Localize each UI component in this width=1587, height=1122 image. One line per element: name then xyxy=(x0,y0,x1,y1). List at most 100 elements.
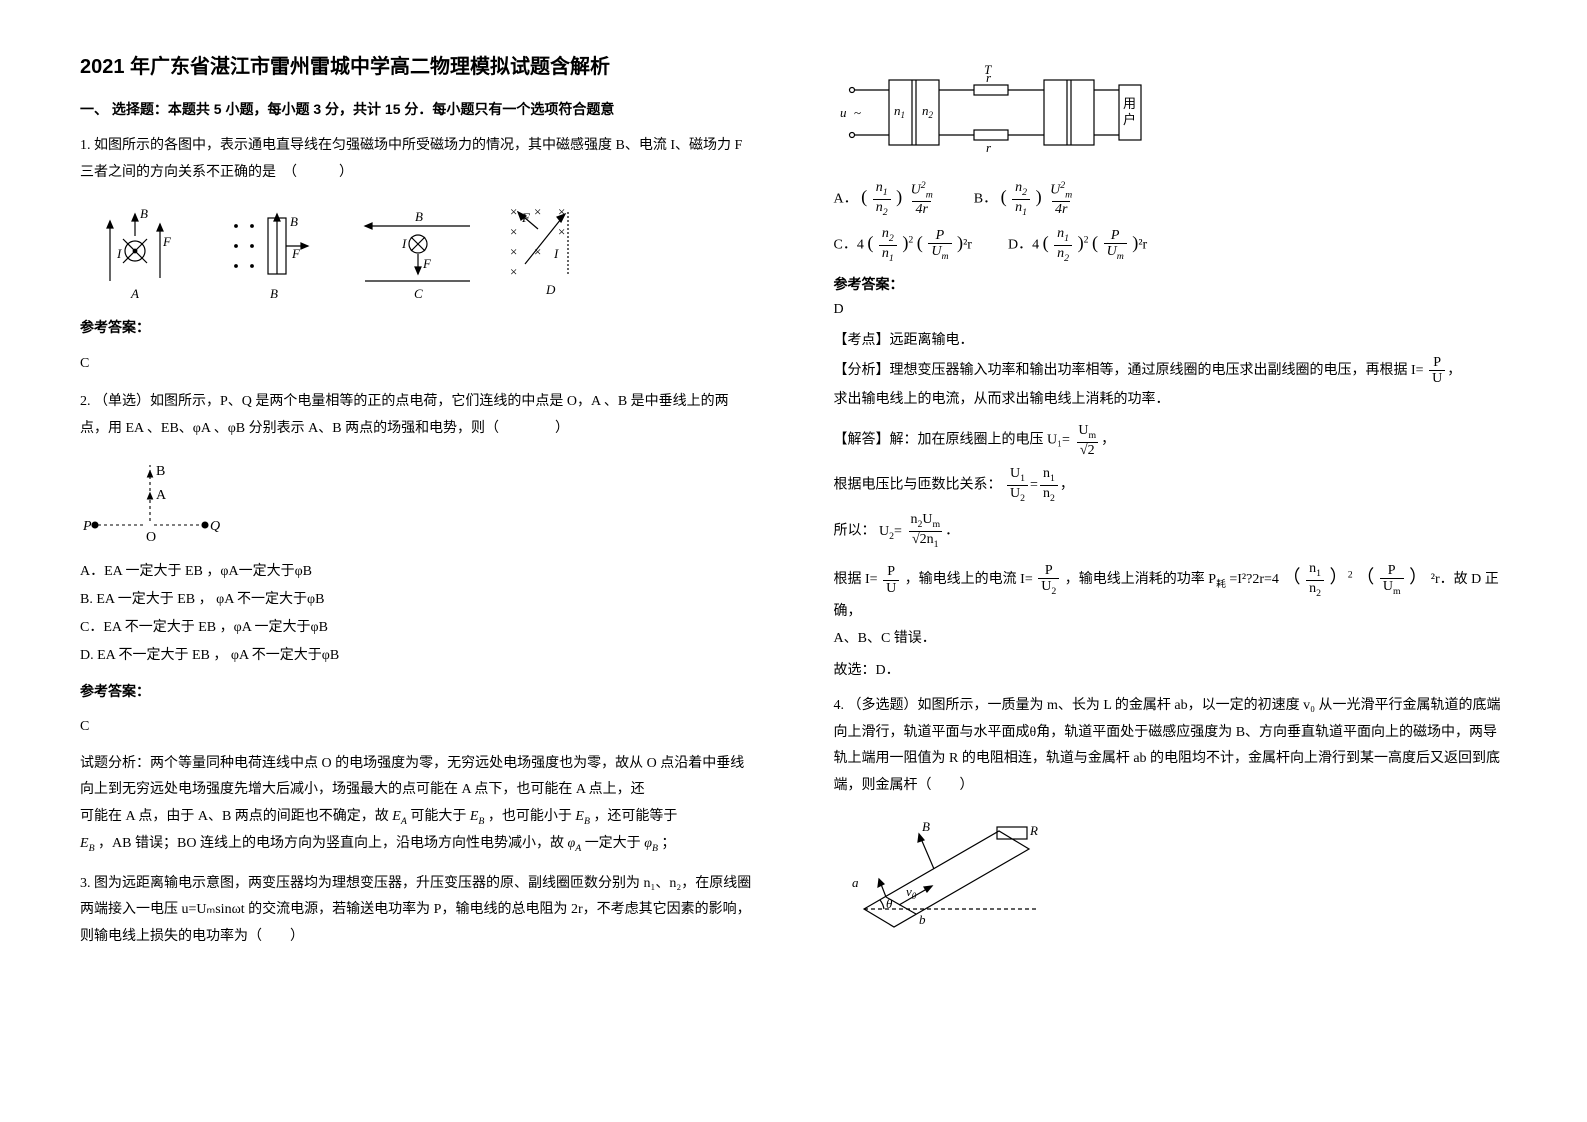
q3-opt-d: D．4 ( n1 n2 )2 ( P Um )²r xyxy=(1008,226,1147,264)
svg-text:I: I xyxy=(401,236,407,251)
label-c: C．4 xyxy=(834,237,864,252)
jieda-l3-pre: 所以： xyxy=(834,524,876,539)
svg-text:I: I xyxy=(553,246,559,261)
kaodian-label: 【考点】 xyxy=(834,333,890,348)
svg-text:户: 户 xyxy=(1123,112,1136,127)
left-column: 2021 年广东省湛江市雷州雷城中学高二物理模拟试题含解析 一、 选择题：本题共… xyxy=(60,50,794,1072)
svg-text:~: ~ xyxy=(854,105,861,120)
frac-n1n2-d: n1 n2 xyxy=(1054,226,1072,264)
q3-opt-a: A． ( n1 n2 ) U2m 4r xyxy=(834,180,938,218)
q2-figure: P Q O A B xyxy=(80,453,754,548)
frac-pu-analysis: P U xyxy=(1429,355,1445,387)
q1-answer-label: 参考答案： xyxy=(80,316,754,343)
frac-pum-c: P Um xyxy=(928,228,951,263)
q2-a2-mid2: ，也可能小于 xyxy=(488,809,572,824)
section-heading: 一、 选择题：本题共 5 小题，每小题 3 分，共计 15 分．每小题只有一个选… xyxy=(80,99,754,119)
q3-opt-b: B． ( n2 n1 ) U2m 4r xyxy=(974,180,1077,218)
svg-text:×: × xyxy=(534,204,541,219)
q2-a2-pre: 可能在 A 点，由于 A、B 两点的间距也不确定，故 xyxy=(80,809,389,824)
jieda-l2-pre: 根据电压比与匝数比关系： xyxy=(834,477,1002,492)
q2-answer: C xyxy=(80,714,754,741)
frac-n2n1: n2 n1 xyxy=(1012,180,1030,218)
svg-text:×: × xyxy=(510,264,517,279)
q3-jieda1: 【解答】解：加在原线圈上的电压 U₁= Um √2 ， xyxy=(834,423,1508,458)
frac-um4r-b: U2m 4r xyxy=(1047,181,1075,218)
svg-text:θ: θ xyxy=(886,896,893,911)
svg-text:F: F xyxy=(291,246,301,261)
frac-n1n2-ratio: n1 n2 xyxy=(1040,466,1058,504)
fenxi-pre: 理想变压器输入功率和输出功率相等，通过原线圈的电压求出副线圈的电压，再根据 I= xyxy=(890,363,1424,378)
jieda-l1-pre: 解：加在原线圈上的电压 U₁= xyxy=(890,433,1070,448)
frac-n1n2: n1 n2 xyxy=(873,180,891,218)
svg-text:B: B xyxy=(290,214,298,229)
svg-text:n2: n2 xyxy=(922,103,934,120)
genju-mid2: ，输电线上消耗的功率 P xyxy=(1065,572,1216,587)
q3-options-row2: C．4 ( n2 n1 )2 ( P Um )²r D．4 ( n1 n2 )2… xyxy=(834,226,1508,264)
q2-text: 2. （单选）如图所示，P、Q 是两个电量相等的正的点电荷，它们连线的中点是 O… xyxy=(80,389,754,442)
jieda-label: 【解答】 xyxy=(834,433,890,448)
q2-analysis-2: 可能在 A 点，由于 A、B 两点的间距也不确定，故 EA 可能大于 EB ，也… xyxy=(80,804,754,831)
q3-answer-label: 参考答案： xyxy=(834,274,1508,294)
q2-a2-end: ，还可能等于 xyxy=(593,809,677,824)
phia-sym: φA xyxy=(567,836,581,851)
frac-u1u2: U1 U2 xyxy=(1007,466,1028,504)
q4-text: 4. （多选题）如图所示，一质量为 m、长为 L 的金属杆 ab，以一定的初速度… xyxy=(834,693,1508,799)
svg-text:F: F xyxy=(521,210,531,225)
q2-analysis-3: EB ，AB 错误；BO 连线上的电场方向为竖直向上，沿电场方向性电势减小，故 … xyxy=(80,831,754,858)
svg-text:v0: v0 xyxy=(906,884,917,901)
q2-a3-mid: 一定大于 xyxy=(585,836,641,851)
frac-pum-final: P Um xyxy=(1380,563,1404,598)
svg-text:I: I xyxy=(116,246,122,261)
frac-pu-1: PU xyxy=(883,564,899,596)
frac-pu2: PU2 xyxy=(1038,563,1059,598)
svg-text:P: P xyxy=(82,519,92,534)
svg-text:B: B xyxy=(415,209,423,224)
label-d: D．4 xyxy=(1008,237,1039,252)
frac-n2n1-c: n2 n1 xyxy=(879,226,897,264)
q3-abc-wrong: A、B、C 错误． xyxy=(834,626,1508,653)
q2-a2-mid: 可能大于 xyxy=(410,809,466,824)
q2-a3-end: ； xyxy=(661,836,675,851)
frac-um4r-a: U2m 4r xyxy=(908,181,936,218)
label-a: A． xyxy=(834,191,858,206)
q1-figure: B F I A B F B xyxy=(80,196,754,306)
svg-text:R: R xyxy=(1029,823,1038,838)
q1-text: 1. 如图所示的各图中，表示通电直导线在匀强磁场中所受磁场力的情况，其中磁感强度… xyxy=(80,133,754,186)
q3-guxuan: 故选：D． xyxy=(834,658,1508,685)
svg-text:Q: Q xyxy=(210,519,220,534)
kaodian-text: 远距离输电． xyxy=(890,333,974,348)
q3-text: 3. 图为远距离输电示意图，两变压器均为理想变压器，升压变压器的原、副线圈匝数分… xyxy=(80,871,754,951)
phib-sym: φB xyxy=(644,836,658,851)
question-2: 2. （单选）如图所示，P、Q 是两个电量相等的正的点电荷，它们连线的中点是 O… xyxy=(80,389,754,858)
svg-text:C: C xyxy=(414,286,423,301)
label-b: B． xyxy=(974,191,997,206)
genju-mid1: ，输电线上的电流 I= xyxy=(905,572,1033,587)
eb-sym-3: EB xyxy=(80,836,95,851)
q3-jieda2: 根据电压比与匝数比关系： U1 U2 = n1 n2 ， xyxy=(834,466,1508,504)
svg-text:b: b xyxy=(919,912,926,927)
question-3: 3. 图为远距离输电示意图，两变压器均为理想变压器，升压变压器的原、副线圈匝数分… xyxy=(80,871,754,951)
q2-opt-d: D. EA 不一定大于 EB ， φA 不一定大于φB xyxy=(80,642,754,670)
right-column: u ~ n1 n2 r r T xyxy=(794,50,1528,1072)
question-4: 4. （多选题）如图所示，一质量为 m、长为 L 的金属杆 ab，以一定的初速度… xyxy=(834,693,1508,929)
svg-text:×: × xyxy=(510,224,517,239)
svg-text:B: B xyxy=(270,286,278,301)
question-1: 1. 如图所示的各图中，表示通电直导线在匀强磁场中所受磁场力的情况，其中磁感强度… xyxy=(80,133,754,377)
genju-label: 根据 I= xyxy=(834,572,878,587)
q3-jieda3: 所以： U2= n2Um √2n1 ． xyxy=(834,512,1508,550)
eb-sym-1: EB xyxy=(470,809,485,824)
q1-answer: C xyxy=(80,351,754,378)
q2-answer-label: 参考答案： xyxy=(80,680,754,707)
svg-text:F: F xyxy=(162,234,172,249)
q3-opt-c: C．4 ( n2 n1 )2 ( P Um )²r xyxy=(834,226,972,264)
svg-text:u: u xyxy=(840,105,847,120)
q3-figure: u ~ n1 n2 r r T xyxy=(834,60,1508,170)
svg-text:B: B xyxy=(156,464,165,479)
q2-a3-pre: ，AB 错误；BO 连线上的电场方向为竖直向上，沿电场方向性电势减小，故 xyxy=(98,836,564,851)
svg-text:×: × xyxy=(558,224,565,239)
genju-mid3: =I²?2r=4 xyxy=(1229,572,1279,587)
ea-sym-1: EA xyxy=(392,809,407,824)
svg-text:A: A xyxy=(130,286,139,301)
jieda-l1-end: ， xyxy=(1101,433,1115,448)
q3-fenxi: 【分析】理想变压器输入功率和输出功率相等，通过原线圈的电压求出副线圈的电压，再根… xyxy=(834,355,1508,387)
